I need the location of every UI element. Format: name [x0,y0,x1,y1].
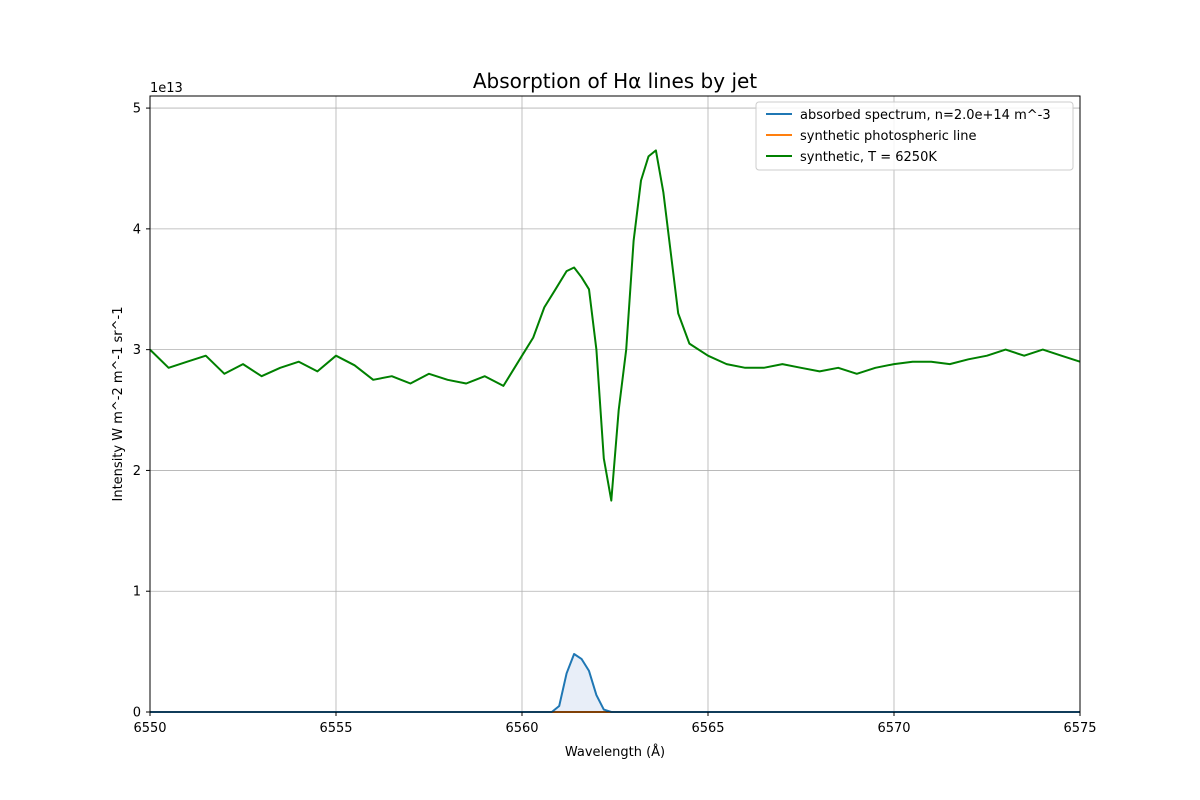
chart-title: Absorption of Hα lines by jet [473,69,757,93]
y-tick-label: 5 [133,102,141,117]
y-axis-offset-label: 1e13 [150,81,183,96]
y-axis-label: Intensity W m^-2 m^-1 sr^-1 [111,307,126,502]
x-axis-label: Wavelength (Å) [565,744,665,760]
x-tick-label: 6555 [319,721,352,736]
y-tick-label: 2 [133,464,141,479]
grid [149,96,1081,713]
x-tick-label: 6570 [877,721,910,736]
x-tick-label: 6550 [133,721,166,736]
legend: absorbed spectrum, n=2.0e+14 m^-3 synthe… [755,101,1074,171]
y-tick-label: 1 [133,585,141,600]
absorbed-spectrum-line [150,653,1080,713]
x-tick-label: 6575 [1063,721,1096,736]
legend-box [755,101,1074,171]
legend-label-synthetic: synthetic, T = 6250K [800,150,937,165]
x-tick-label: 6565 [691,721,724,736]
legend-label-photospheric: synthetic photospheric line [800,129,976,144]
y-axis-ticks: 0 1 2 3 4 5 [133,102,150,721]
x-tick-label: 6560 [505,721,538,736]
synthetic-line [149,149,1081,502]
y-tick-label: 0 [133,706,141,721]
x-axis-ticks: 6550 6555 6560 6565 6570 6575 [133,712,1097,736]
legend-label-absorbed: absorbed spectrum, n=2.0e+14 m^-3 [800,108,1051,123]
plot-frame [149,95,1081,713]
y-tick-label: 4 [133,222,141,237]
y-tick-label: 3 [133,343,141,358]
